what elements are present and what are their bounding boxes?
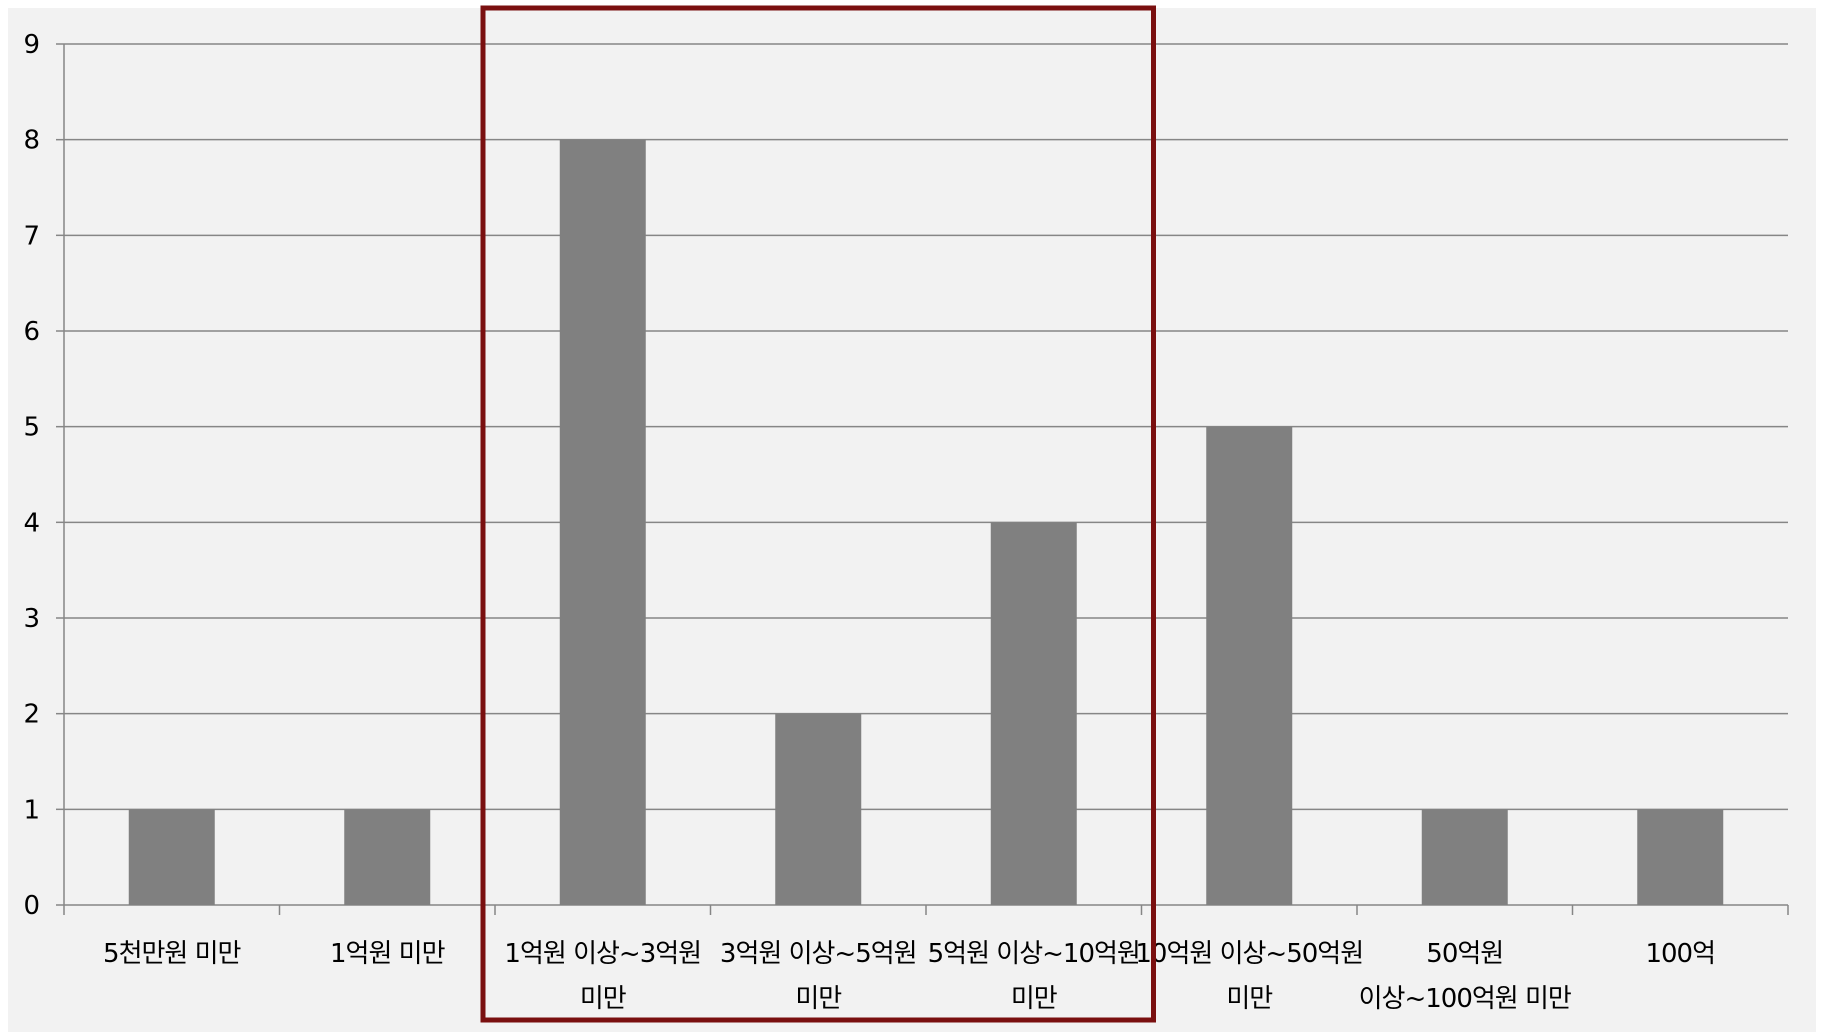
y-tick-labels: 0 1 2 3 4 5 6 7 8 9 [23, 30, 40, 921]
bar [775, 713, 862, 905]
x-tick-label: 50억원 이상~100억원 미만 [1359, 939, 1571, 1014]
highlight-box [480, 5, 1156, 1023]
y-tick-label: 7 [23, 221, 40, 251]
x-tick-label: 5천만원 미만 [103, 939, 240, 969]
bar [1637, 809, 1724, 905]
bar [559, 139, 646, 905]
x-tick-label: 1억원 이상~3억원 미만 [504, 939, 701, 1014]
y-tick-label: 2 [23, 700, 40, 730]
y-tick-label: 4 [23, 508, 40, 538]
bar [128, 809, 215, 905]
bar [1421, 809, 1508, 905]
bar [990, 522, 1077, 905]
y-tick-label: 9 [23, 30, 40, 60]
bar [344, 809, 431, 905]
bars [128, 139, 1724, 905]
x-tick-label: 5억원 이상~10억원 미만 [928, 939, 1140, 1014]
x-tick-labels: 5천만원 미만 1억원 미만 1억원 이상~3억원 미만 3억원 이상~5억원 미만5억원… [103, 939, 1716, 1014]
x-tick-label: 3억원 이상~5억원 미만 [720, 939, 917, 1014]
y-tick-label: 3 [23, 604, 40, 634]
y-tick-label: 0 [23, 891, 40, 921]
y-tick-label: 6 [23, 317, 40, 347]
x-tick-label: 100억 [1645, 939, 1715, 969]
gridlines [64, 43, 1788, 811]
chart-background [8, 8, 1816, 1032]
bar [1206, 426, 1293, 905]
x-tick-label: 10억원 이상~50억원 미만 [1135, 939, 1363, 1014]
y-tick-label: 5 [23, 413, 40, 443]
y-tick-label: 1 [23, 795, 40, 825]
highlight-rectangle [480, 5, 1156, 1023]
x-tick-label: 1억원 미만 [330, 939, 445, 969]
y-tick-label: 8 [23, 126, 40, 156]
